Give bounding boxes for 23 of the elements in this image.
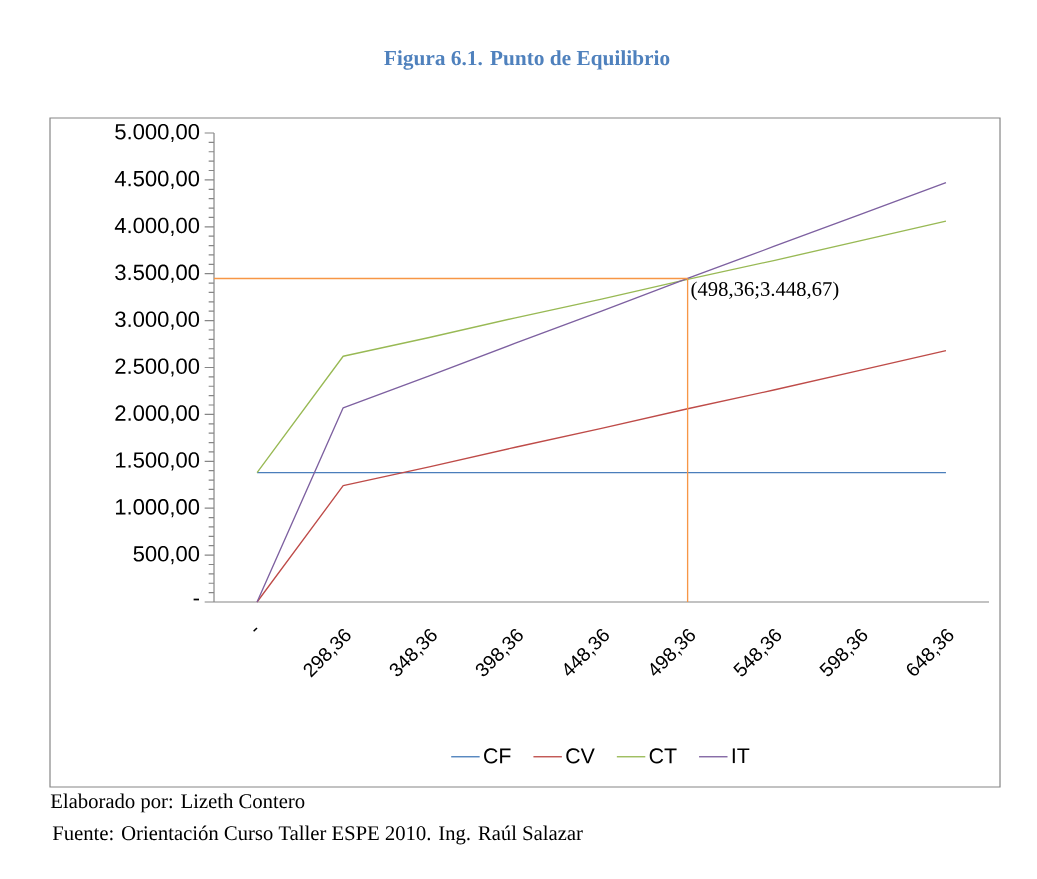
y-tick-label: 5.000,00 [115, 123, 200, 143]
x-tick-label: - [253, 627, 258, 632]
y-tick-label: 4.000,00 [114, 217, 200, 236]
y-tick-label: 500,00 [133, 546, 200, 565]
line-series [256, 349, 947, 603]
legend-label: IT [732, 748, 750, 764]
y-tick-label: 4.500,00 [114, 170, 200, 189]
y-tick-label: 1.500,00 [116, 452, 200, 471]
source-note: Fuente: Orientación Curso Taller ESPE 2010. Ing. Raúl Salazar [52, 825, 583, 845]
line-series [256, 182, 947, 603]
y-tick-label: 2.000,00 [115, 405, 200, 424]
y-tick-label: 1.000,00 [116, 499, 200, 518]
legend-label: CF [484, 748, 511, 764]
legend-label: CT [649, 748, 677, 764]
y-tick-label: 2.500,00 [115, 358, 200, 377]
annotation: (498,36;3.448,67) [691, 281, 839, 301]
legend-label: CV [566, 748, 595, 764]
chart-title: Figura 6.1. Punto de Equilibrio [384, 50, 670, 70]
y-tick-label: 3.500,00 [115, 264, 200, 283]
y-tick-label: - [193, 598, 199, 601]
y-tick-label: 3.000,00 [115, 311, 200, 330]
text: Elaborado por: Lizeth Contero [50, 793, 305, 813]
line-series [256, 220, 947, 474]
